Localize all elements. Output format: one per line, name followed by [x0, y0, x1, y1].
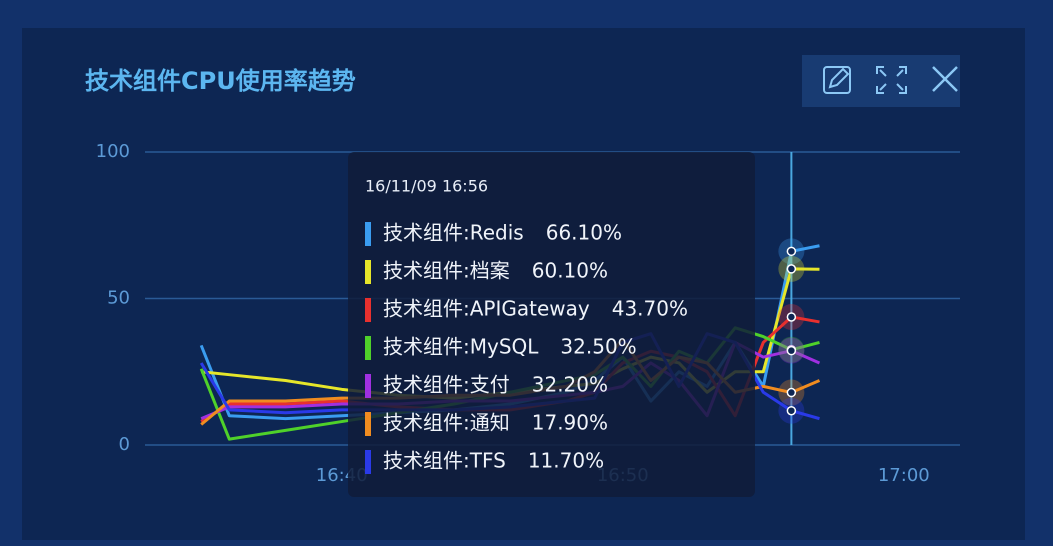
- tooltip-series-name: 技术组件:支付: [383, 373, 510, 397]
- tooltip-title: 16/11/09 16:56: [365, 177, 488, 196]
- y-tick-label: 100: [96, 141, 130, 162]
- highlight-point: [786, 345, 797, 356]
- tooltip-value: 60.10%: [532, 259, 608, 283]
- fullscreen-icon[interactable]: [876, 66, 907, 94]
- chart-title: 技术组件CPU使用率趋势: [85, 67, 356, 95]
- edit-icon[interactable]: [823, 66, 851, 94]
- tooltip-value: 32.20%: [532, 373, 608, 397]
- tooltip-series-name: 技术组件:APIGateway: [383, 297, 590, 321]
- tooltip-series-name: 技术组件:通知: [383, 411, 510, 435]
- y-tick-label: 50: [107, 288, 130, 309]
- x-tick-label: 17:00: [878, 465, 930, 486]
- tooltip-swatch: [365, 298, 371, 322]
- highlight-point: [786, 246, 797, 257]
- tooltip-bg: [348, 152, 755, 497]
- tooltip-value: 11.70%: [528, 449, 604, 473]
- toolbar-bg: [802, 55, 960, 107]
- highlight-point: [786, 405, 797, 416]
- tooltip-value: 43.70%: [612, 297, 688, 321]
- tooltip-series-name: 技术组件:TFS: [383, 449, 506, 473]
- tooltip-swatch: [365, 450, 371, 474]
- tooltip-swatch: [365, 374, 371, 398]
- tooltip-value: 17.90%: [532, 411, 608, 435]
- y-tick-label: 0: [119, 434, 130, 455]
- close-icon[interactable]: [932, 66, 958, 92]
- tooltip-value: 32.50%: [560, 335, 636, 359]
- tooltip-series-name: 技术组件:Redis: [383, 221, 524, 245]
- toolbar: [802, 55, 960, 107]
- highlight-point: [786, 387, 797, 398]
- tooltip-swatch: [365, 336, 371, 360]
- tooltip: 16/11/09 16:56 技术组件:Redis 66.10% 技术组件:档案 60…: [348, 152, 755, 497]
- highlight-point: [786, 264, 797, 274]
- tooltip-value: 66.10%: [546, 221, 622, 245]
- highlight-point: [786, 312, 797, 322]
- tooltip-swatch: [365, 222, 371, 246]
- tooltip-series-name: 技术组件:MySQL: [383, 335, 539, 359]
- tooltip-swatch: [365, 260, 371, 284]
- tooltip-swatch: [365, 412, 371, 436]
- tooltip-series-name: 技术组件:档案: [383, 259, 510, 283]
